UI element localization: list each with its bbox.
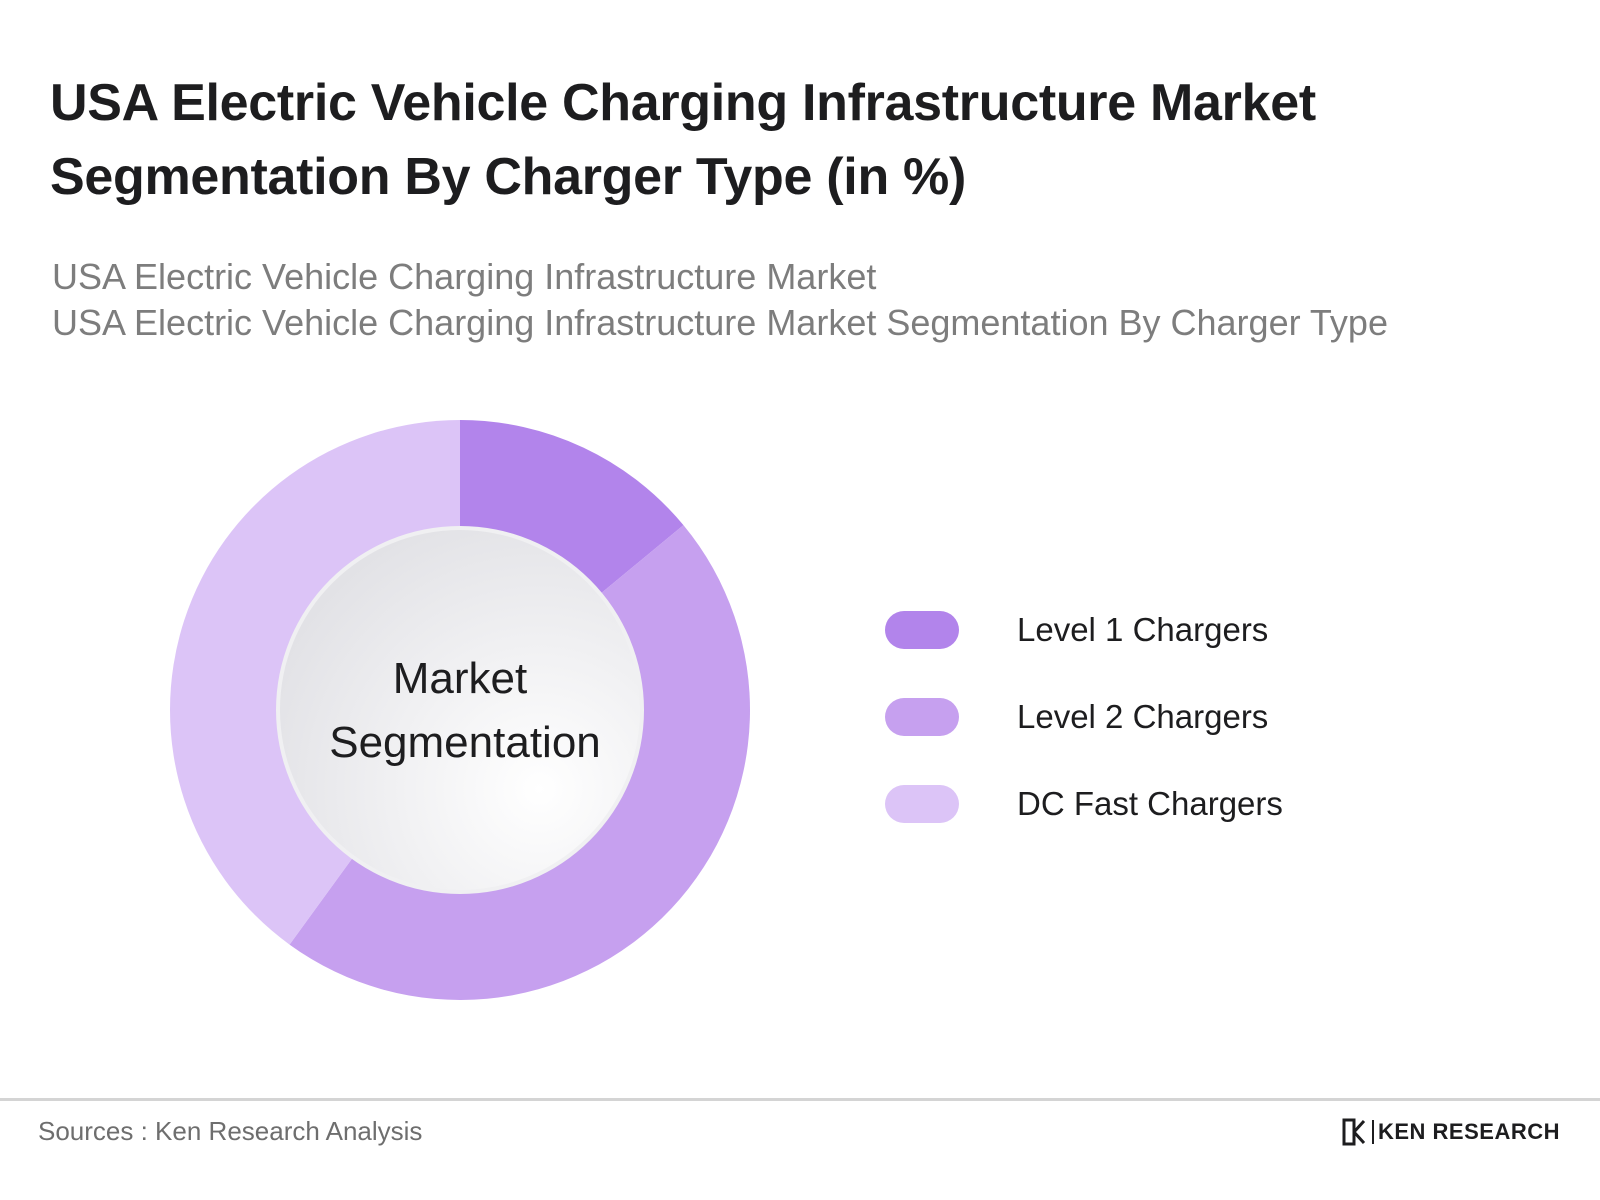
legend-label-level-1: Level 1 Chargers (1017, 611, 1269, 648)
chart-title: USA Electric Vehicle Charging Infrastruc… (50, 74, 1316, 206)
donut-chart-svg: Market Segmentation (170, 420, 751, 1000)
legend-label-dc-fast: DC Fast Chargers (1017, 785, 1283, 822)
source-note: Sources : Ken Research Analysis (38, 1116, 423, 1146)
subtitle-line-1: USA Electric Vehicle Charging Infrastruc… (52, 256, 877, 297)
legend-item-level-2: Level 2 Chargers (885, 697, 1283, 737)
donut-center-disc (280, 530, 640, 890)
legend-item-dc-fast: DC Fast Chargers (885, 784, 1283, 824)
legend-swatch-level-2 (885, 698, 959, 736)
brand-name: KEN RESEARCH (1377, 1119, 1560, 1144)
footer-divider (0, 1098, 1600, 1101)
legend-swatch-dc-fast (885, 785, 959, 823)
center-label-line-1: Market (393, 654, 527, 703)
center-label-line-2: Segmentation (329, 718, 601, 767)
chart-subtitle: USA Electric Vehicle Charging Infrastruc… (52, 254, 1388, 346)
legend-label-level-2: Level 2 Chargers (1017, 698, 1269, 735)
legend-item-level-1: Level 1 Chargers (885, 610, 1283, 650)
brand-separator (1371, 1120, 1374, 1144)
brand-logo: KEN RESEARCH (1342, 1118, 1560, 1146)
subtitle-line-2: USA Electric Vehicle Charging Infrastruc… (52, 302, 1388, 343)
donut-chart: Market Segmentation (160, 420, 780, 1020)
ken-research-logo-icon (1342, 1118, 1366, 1146)
legend-swatch-level-1 (885, 611, 959, 649)
chart-legend: Level 1 Chargers Level 2 Chargers DC Fas… (885, 610, 1283, 871)
